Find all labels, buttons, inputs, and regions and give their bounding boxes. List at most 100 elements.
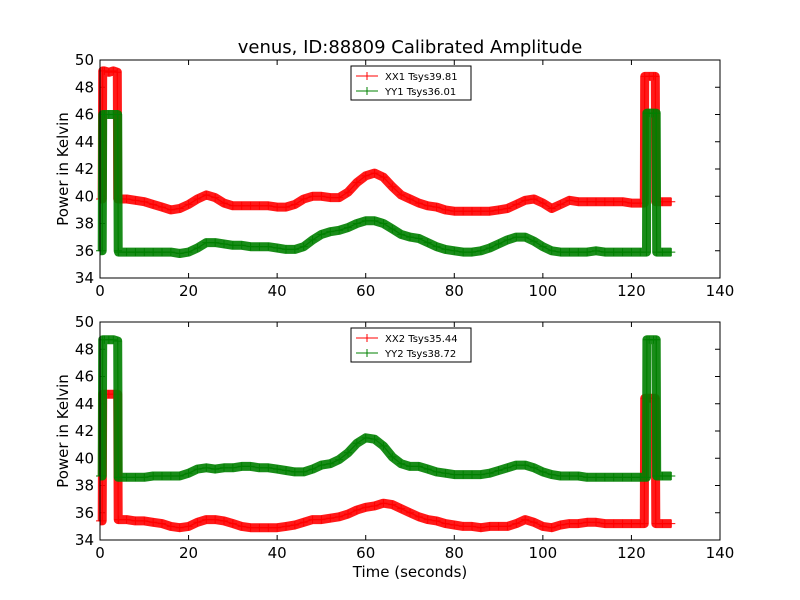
data-point xyxy=(494,522,503,531)
data-point xyxy=(114,473,123,482)
legend-label: YY1 Tsys36.01 xyxy=(384,87,456,98)
data-point xyxy=(140,197,149,206)
data-point xyxy=(220,239,228,248)
data-point xyxy=(423,238,432,247)
x-tick-label: 100 xyxy=(529,544,558,562)
data-point xyxy=(583,473,592,482)
data-point xyxy=(397,459,406,468)
data-point xyxy=(344,188,352,197)
data-point xyxy=(166,248,175,257)
legend-marker xyxy=(363,334,371,342)
data-point xyxy=(202,190,211,199)
data-point xyxy=(468,470,476,479)
data-point xyxy=(352,219,361,228)
data-point xyxy=(583,197,592,206)
data-point xyxy=(565,248,574,257)
data-point xyxy=(335,226,344,235)
data-point xyxy=(423,465,432,474)
data-point xyxy=(618,197,627,206)
data-point xyxy=(406,233,414,242)
y-tick-label: 42 xyxy=(75,422,94,440)
data-point xyxy=(184,248,193,257)
data-point xyxy=(335,455,344,464)
data-point xyxy=(220,199,228,208)
data-point xyxy=(140,473,149,482)
data-point xyxy=(379,173,388,182)
y-tick-label: 50 xyxy=(75,51,94,69)
x-tick-label: 20 xyxy=(179,544,198,562)
legend-marker xyxy=(363,87,371,95)
data-point xyxy=(406,194,414,203)
data-point xyxy=(308,465,317,474)
data-point xyxy=(459,522,468,531)
data-point xyxy=(485,522,494,531)
data-point xyxy=(282,522,290,531)
data-point xyxy=(423,515,432,524)
data-point xyxy=(592,246,600,255)
legend-box xyxy=(350,327,472,363)
data-point xyxy=(246,201,255,210)
top-subplot: 0 20 40 60 80 100 120 140 34 36 38 40 42 44 46 48 50 XX1 … xyxy=(54,51,734,300)
x-tick-label: 40 xyxy=(268,544,287,562)
data-point xyxy=(512,519,521,528)
data-point xyxy=(290,521,299,530)
data-point xyxy=(609,197,618,206)
data-point xyxy=(432,242,441,251)
data-point xyxy=(326,193,335,202)
data-point xyxy=(361,216,370,225)
data-point xyxy=(299,194,308,203)
data-point xyxy=(521,196,530,205)
data-point xyxy=(658,248,667,257)
data-point xyxy=(388,452,397,461)
legend-box xyxy=(350,65,472,101)
bottom-subplot: 0 20 40 60 80 100 120 140 34 36 38 40 42 44 46 48 50 XX2 … xyxy=(54,313,734,581)
data-point xyxy=(600,473,609,482)
data-point xyxy=(565,519,574,528)
data-point xyxy=(290,467,299,476)
axes-frame xyxy=(99,59,721,279)
y-tick-label: 50 xyxy=(75,313,94,331)
data-point xyxy=(202,238,211,247)
data-point xyxy=(246,462,255,471)
data-point xyxy=(414,199,423,208)
x-tick-label: 80 xyxy=(445,544,464,562)
data-point xyxy=(264,463,273,472)
data-point xyxy=(228,241,237,250)
data-point xyxy=(237,241,246,250)
data-point xyxy=(113,68,122,77)
data-point xyxy=(512,461,521,470)
data-point xyxy=(273,523,282,532)
data-point xyxy=(503,522,512,531)
y-tick-label: 42 xyxy=(75,160,94,178)
data-point xyxy=(109,335,118,344)
data-point xyxy=(379,499,388,508)
data-point xyxy=(104,68,113,77)
data-point xyxy=(290,200,299,209)
data-point xyxy=(246,242,255,251)
data-point xyxy=(184,200,193,209)
data-point xyxy=(450,207,459,216)
y-tick-label: 36 xyxy=(75,242,94,260)
y-tick-label: 44 xyxy=(75,133,94,151)
data-point xyxy=(264,523,273,532)
data-point xyxy=(114,515,123,524)
data-point xyxy=(175,471,184,480)
data-point xyxy=(600,197,609,206)
data-point xyxy=(193,465,202,474)
y-tick-label: 46 xyxy=(75,106,94,124)
data-point xyxy=(468,522,476,531)
data-point xyxy=(397,190,406,199)
data-point xyxy=(494,239,503,248)
data-point xyxy=(228,201,237,210)
data-point xyxy=(184,522,193,531)
legend: XX2 Tsys35.44 YY2 Tsys38.72 xyxy=(350,327,472,363)
x-tick-label: 60 xyxy=(356,282,375,300)
data-point xyxy=(255,463,264,472)
data-point xyxy=(423,201,432,210)
legend-label: XX2 Tsys35.44 xyxy=(385,334,458,345)
data-point xyxy=(273,244,282,253)
data-point xyxy=(503,463,512,472)
series-band-2 xyxy=(97,335,672,482)
data-point xyxy=(592,197,600,206)
x-tick-label: 140 xyxy=(706,544,735,562)
